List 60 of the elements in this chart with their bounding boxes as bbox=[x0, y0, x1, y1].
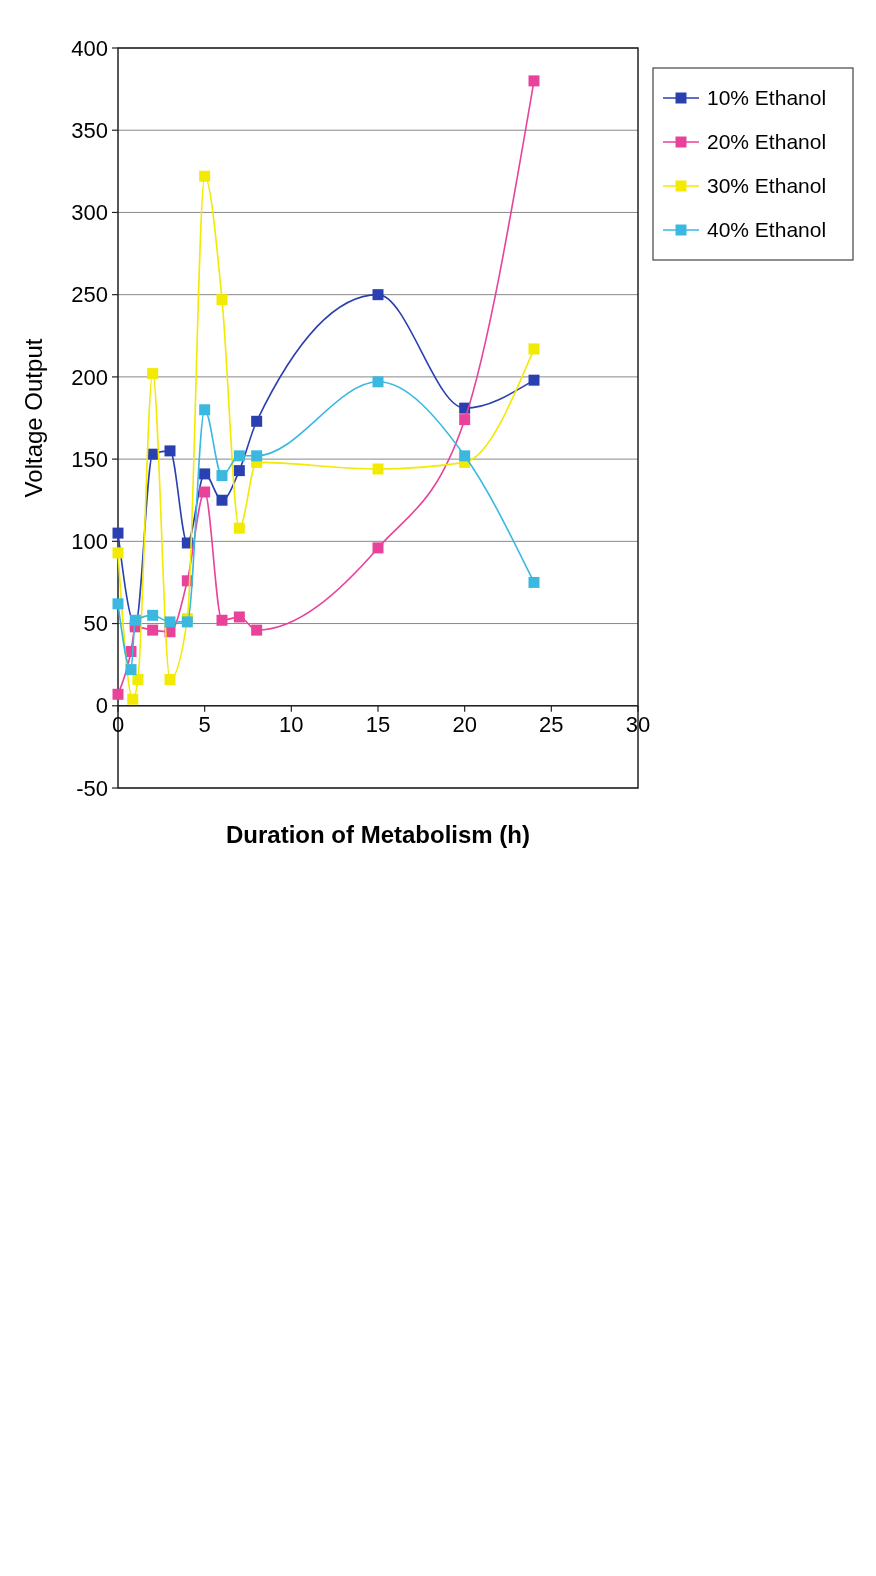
point bbox=[129, 614, 141, 626]
point bbox=[251, 450, 263, 462]
y-tick-label: -50 bbox=[76, 775, 108, 801]
point bbox=[216, 494, 228, 506]
point bbox=[528, 374, 540, 386]
point bbox=[251, 415, 263, 427]
point bbox=[164, 616, 176, 628]
point bbox=[372, 463, 384, 475]
point bbox=[216, 614, 228, 626]
point bbox=[459, 450, 471, 462]
y-tick-label: 400 bbox=[71, 35, 108, 61]
point bbox=[147, 624, 159, 636]
point bbox=[112, 688, 124, 700]
point bbox=[199, 486, 211, 498]
point bbox=[372, 289, 384, 301]
point bbox=[164, 673, 176, 685]
point bbox=[372, 542, 384, 554]
x-tick-label: 25 bbox=[539, 711, 564, 737]
y-tick-label: 100 bbox=[71, 529, 108, 555]
legend-label: 30% Ethanol bbox=[707, 174, 827, 198]
point bbox=[459, 414, 471, 426]
y-tick-label: 350 bbox=[71, 117, 108, 143]
x-axis-title: Duration of Metabolism (h) bbox=[226, 821, 530, 848]
point bbox=[125, 664, 137, 676]
point bbox=[199, 170, 211, 182]
point bbox=[147, 609, 159, 621]
point bbox=[127, 693, 139, 705]
point bbox=[251, 624, 263, 636]
x-tick-label: 10 bbox=[279, 711, 304, 737]
point bbox=[132, 673, 144, 685]
point bbox=[233, 465, 245, 477]
point bbox=[199, 468, 211, 480]
y-tick-label: 150 bbox=[71, 446, 108, 472]
x-tick-label: 20 bbox=[452, 711, 477, 737]
point bbox=[199, 404, 211, 416]
legend-label: 40% Ethanol bbox=[707, 218, 827, 242]
point bbox=[112, 547, 124, 559]
point bbox=[528, 343, 540, 355]
y-tick-label: 250 bbox=[71, 282, 108, 308]
y-tick-label: 300 bbox=[71, 200, 108, 226]
y-axis-title: Voltage Output bbox=[20, 338, 47, 498]
point bbox=[112, 598, 124, 610]
y-tick-label: 0 bbox=[95, 693, 108, 719]
point bbox=[233, 522, 245, 534]
point bbox=[216, 294, 228, 306]
x-tick-label: 5 bbox=[198, 711, 211, 737]
point bbox=[147, 368, 159, 380]
point bbox=[233, 450, 245, 462]
point bbox=[528, 75, 540, 87]
point bbox=[112, 527, 124, 539]
y-tick-label: 200 bbox=[71, 364, 108, 390]
point bbox=[233, 611, 245, 623]
point bbox=[216, 470, 228, 482]
legend-label: 10% Ethanol bbox=[707, 86, 827, 110]
point bbox=[528, 576, 540, 588]
y-tick-label: 50 bbox=[83, 611, 108, 637]
x-tick-label: 15 bbox=[365, 711, 391, 737]
legend-label: 20% Ethanol bbox=[707, 130, 827, 154]
point bbox=[372, 376, 384, 388]
point bbox=[164, 445, 176, 457]
